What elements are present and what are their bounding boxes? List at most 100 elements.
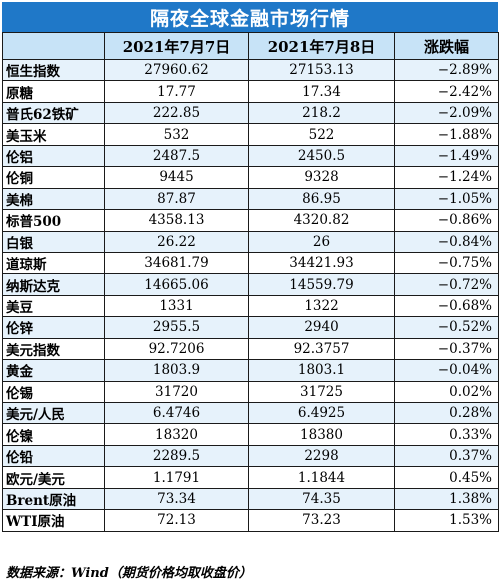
row-value-date1: 87.87 bbox=[104, 187, 249, 211]
row-value-date2: 1.1844 bbox=[248, 466, 395, 489]
row-change: −1.05% bbox=[394, 187, 499, 211]
row-value-date1: 532 bbox=[104, 123, 249, 146]
row-value-date2: 522 bbox=[248, 123, 395, 146]
table-row: Brent原油 73.34 74.35 1.38% bbox=[2, 487, 499, 511]
row-change: 0.37% bbox=[394, 444, 499, 468]
table-row: 伦锌 2955.5 2940 −0.52% bbox=[2, 316, 499, 339]
market-table: 2021年7月7日 2021年7月8日 涨跌幅 恒生指数 27960.62 2715… bbox=[2, 32, 499, 532]
table-row: 道琼斯 34681.79 34421.93 −0.75% bbox=[2, 251, 499, 275]
row-value-date1: 73.34 bbox=[104, 487, 249, 511]
row-value-date1: 31720 bbox=[104, 380, 249, 404]
row-name: 标普500 bbox=[2, 209, 105, 232]
row-change: 1.53% bbox=[394, 509, 499, 532]
row-change: −0.72% bbox=[394, 273, 499, 296]
row-change: 0.33% bbox=[394, 423, 499, 446]
row-name: 道琼斯 bbox=[2, 251, 105, 275]
row-name: 黄金 bbox=[2, 359, 105, 382]
table-row: 白银 26.22 26 −0.84% bbox=[2, 230, 499, 253]
table-row: 伦锡 31720 31725 0.02% bbox=[2, 380, 499, 404]
row-value-date2: 14559.79 bbox=[248, 273, 395, 296]
row-value-date2: 2298 bbox=[248, 444, 395, 468]
table-row: 伦铜 9445 9328 −1.24% bbox=[2, 166, 499, 189]
row-name: 伦镍 bbox=[2, 423, 105, 446]
table-row: 伦铅 2289.5 2298 0.37% bbox=[2, 444, 499, 468]
row-value-date1: 26.22 bbox=[104, 230, 249, 253]
row-change: −0.68% bbox=[394, 294, 499, 318]
table-row: 标普500 4358.13 4320.82 −0.86% bbox=[2, 209, 499, 232]
row-change: −2.89% bbox=[394, 58, 499, 82]
table-row: WTI原油 72.13 73.23 1.53% bbox=[2, 509, 499, 532]
table-row: 原糖 17.77 17.34 −2.42% bbox=[2, 80, 499, 103]
row-value-date1: 2289.5 bbox=[104, 444, 249, 468]
row-value-date2: 34421.93 bbox=[248, 251, 395, 275]
row-value-date2: 27153.13 bbox=[248, 58, 395, 82]
row-name: 欧元/美元 bbox=[2, 466, 105, 489]
table-row: 纳斯达克 14665.06 14559.79 −0.72% bbox=[2, 273, 499, 296]
row-name: WTI原油 bbox=[2, 509, 105, 532]
table-row: 美豆 1331 1322 −0.68% bbox=[2, 294, 499, 318]
row-value-date2: 73.23 bbox=[248, 509, 395, 532]
row-value-date2: 2450.5 bbox=[248, 144, 395, 168]
row-change: 0.28% bbox=[394, 401, 499, 425]
row-change: −2.09% bbox=[394, 101, 499, 125]
table-row: 普氏62铁矿 222.85 218.2 −2.09% bbox=[2, 101, 499, 125]
table-row: 美玉米 532 522 −1.88% bbox=[2, 123, 499, 146]
row-value-date2: 31725 bbox=[248, 380, 395, 404]
row-change: −0.75% bbox=[394, 251, 499, 275]
row-change: −0.04% bbox=[394, 359, 499, 382]
row-value-date2: 86.95 bbox=[248, 187, 395, 211]
row-value-date1: 18320 bbox=[104, 423, 249, 446]
row-change: −1.88% bbox=[394, 123, 499, 146]
row-name: 普氏62铁矿 bbox=[2, 101, 105, 125]
row-value-date2: 26 bbox=[248, 230, 395, 253]
row-value-date1: 34681.79 bbox=[104, 251, 249, 275]
row-name: 原糖 bbox=[2, 80, 105, 103]
row-name: 伦锡 bbox=[2, 380, 105, 404]
header-row: 2021年7月7日 2021年7月8日 涨跌幅 bbox=[2, 32, 499, 60]
header-date2: 2021年7月8日 bbox=[248, 32, 395, 60]
row-value-date1: 1.1791 bbox=[104, 466, 249, 489]
row-value-date1: 27960.62 bbox=[104, 58, 249, 82]
table-title: 隔夜全球金融市场行情 bbox=[2, 2, 498, 32]
row-value-date1: 92.7206 bbox=[104, 337, 249, 361]
row-change: −0.84% bbox=[394, 230, 499, 253]
table-row: 伦镍 18320 18380 0.33% bbox=[2, 423, 499, 446]
table-row: 恒生指数 27960.62 27153.13 −2.89% bbox=[2, 58, 499, 82]
row-value-date2: 1322 bbox=[248, 294, 395, 318]
table-row: 欧元/美元 1.1791 1.1844 0.45% bbox=[2, 466, 499, 489]
row-value-date2: 4320.82 bbox=[248, 209, 395, 232]
row-name: 伦铝 bbox=[2, 144, 105, 168]
header-date1: 2021年7月7日 bbox=[104, 32, 249, 60]
table-row: 美元指数 92.7206 92.3757 −0.37% bbox=[2, 337, 499, 361]
table-row: 美元/人民 6.4746 6.4925 0.28% bbox=[2, 401, 499, 425]
row-change: −0.37% bbox=[394, 337, 499, 361]
row-value-date1: 4358.13 bbox=[104, 209, 249, 232]
row-value-date1: 1803.9 bbox=[104, 359, 249, 382]
header-change: 涨跌幅 bbox=[394, 32, 499, 60]
row-name: 白银 bbox=[2, 230, 105, 253]
row-value-date1: 72.13 bbox=[104, 509, 249, 532]
row-name: 美豆 bbox=[2, 294, 105, 318]
row-value-date1: 2487.5 bbox=[104, 144, 249, 168]
row-name: 伦铜 bbox=[2, 166, 105, 189]
table-row: 黄金 1803.9 1803.1 −0.04% bbox=[2, 359, 499, 382]
row-change: 0.45% bbox=[394, 466, 499, 489]
row-name: Brent原油 bbox=[2, 487, 105, 511]
row-change: −0.86% bbox=[394, 209, 499, 232]
row-value-date1: 9445 bbox=[104, 166, 249, 189]
row-name: 美玉米 bbox=[2, 123, 105, 146]
row-value-date1: 1331 bbox=[104, 294, 249, 318]
row-value-date2: 1803.1 bbox=[248, 359, 395, 382]
row-change: −1.49% bbox=[394, 144, 499, 168]
row-name: 伦铅 bbox=[2, 444, 105, 468]
row-value-date1: 2955.5 bbox=[104, 316, 249, 339]
row-name: 恒生指数 bbox=[2, 58, 105, 82]
row-name: 美元/人民 bbox=[2, 401, 105, 425]
header-name bbox=[2, 32, 105, 60]
row-change: 0.02% bbox=[394, 380, 499, 404]
row-name: 美棉 bbox=[2, 187, 105, 211]
row-name: 美元指数 bbox=[2, 337, 105, 361]
row-value-date2: 74.35 bbox=[248, 487, 395, 511]
data-source-note: 数据来源：Wind（期货价格均取收盘价） bbox=[6, 566, 252, 581]
row-name: 纳斯达克 bbox=[2, 273, 105, 296]
